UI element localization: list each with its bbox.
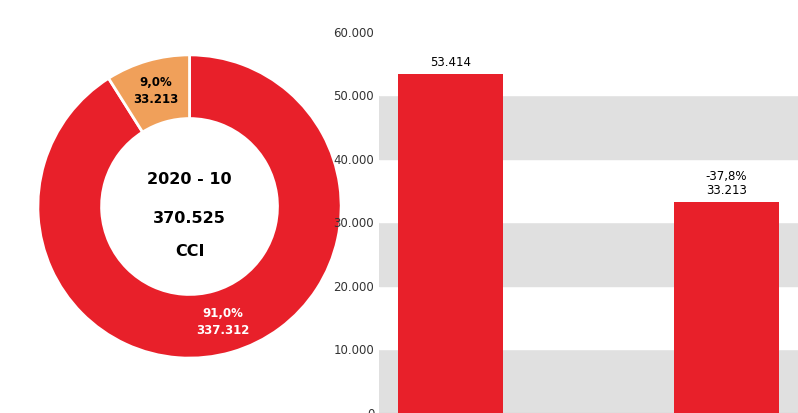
Text: 2020 - 10: 2020 - 10	[147, 172, 232, 187]
Bar	[379, 95, 798, 159]
Bar	[379, 159, 798, 222]
Text: CCI: CCI	[175, 244, 204, 259]
Text: 53.414: 53.414	[430, 55, 471, 69]
Bar	[379, 349, 798, 413]
Text: -37,8%: -37,8%	[705, 170, 747, 183]
Wedge shape	[109, 55, 190, 132]
Bar	[398, 74, 503, 413]
Text: 33.213: 33.213	[706, 184, 747, 197]
Text: 370.525: 370.525	[153, 211, 226, 226]
Bar	[379, 222, 798, 286]
Bar	[379, 32, 798, 95]
Bar	[379, 286, 798, 349]
Text: 9,0%
33.213: 9,0% 33.213	[133, 76, 179, 107]
Text: 91,0%
337.312: 91,0% 337.312	[196, 306, 250, 337]
Bar	[674, 202, 779, 413]
Wedge shape	[38, 55, 341, 358]
